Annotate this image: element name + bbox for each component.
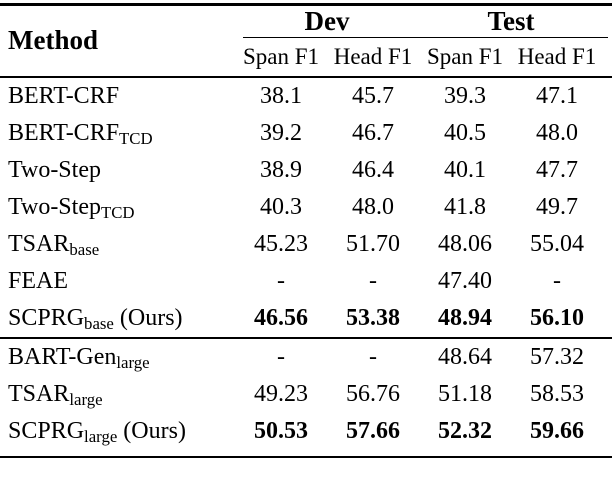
table-row: BART-Genlarge - - 48.64 57.32 bbox=[0, 339, 612, 376]
test-group-header: Test bbox=[487, 5, 535, 36]
test-span-f1-value: 52.32 bbox=[438, 417, 492, 444]
table-header: Method Dev Test Span F1 Head F1 Span F1 … bbox=[0, 6, 612, 76]
method-column-header: Method bbox=[8, 25, 98, 56]
dev-head-f1-value: 51.70 bbox=[346, 230, 400, 257]
dev-head-f1-value: 57.66 bbox=[346, 417, 400, 444]
method-text: FEAE bbox=[8, 267, 68, 294]
table-row: BERT-CRFTCD 39.2 46.7 40.5 48.0 bbox=[0, 115, 612, 152]
dev-head-f1-value: 46.7 bbox=[352, 119, 394, 146]
method-name: TSARlarge bbox=[0, 381, 235, 408]
bottom-rule bbox=[0, 455, 612, 458]
group-separator-rule bbox=[0, 336, 612, 339]
method-text: TSAR bbox=[8, 380, 70, 407]
dev-head-f1-value: 53.38 bbox=[346, 304, 400, 331]
dev-span-f1-value: 50.53 bbox=[254, 417, 308, 444]
method-subscript: base bbox=[84, 314, 114, 334]
method-name: BERT-CRFTCD bbox=[0, 120, 235, 147]
method-subscript: TCD bbox=[119, 129, 153, 149]
method-name: Two-Step bbox=[0, 157, 235, 184]
method-subscript: large bbox=[69, 389, 103, 409]
test-head-f1-value: 47.1 bbox=[536, 82, 578, 109]
dev-span-f1-value: 40.3 bbox=[260, 193, 302, 220]
dev-span-f1-header: Span F1 bbox=[242, 43, 320, 69]
test-span-f1-value: 41.8 bbox=[444, 193, 486, 220]
method-subscript: large bbox=[84, 426, 118, 446]
test-span-f1-value: 40.1 bbox=[444, 156, 486, 183]
test-head-f1-value: 59.66 bbox=[530, 417, 584, 444]
dev-span-f1-value: - bbox=[277, 267, 285, 294]
table-row: TSARbase 45.23 51.70 48.06 55.04 bbox=[0, 226, 612, 263]
test-span-f1-value: 47.40 bbox=[438, 267, 492, 294]
group-underline-rule bbox=[243, 36, 608, 38]
test-span-f1-value: 51.18 bbox=[438, 380, 492, 407]
method-name: BERT-CRF bbox=[0, 83, 235, 110]
method-name: Two-StepTCD bbox=[0, 194, 235, 221]
method-name: SCPRGbase (Ours) bbox=[0, 305, 235, 332]
test-span-f1-value: 48.06 bbox=[438, 230, 492, 257]
table-row: FEAE - - 47.40 - bbox=[0, 263, 612, 300]
test-head-f1-value: 57.32 bbox=[530, 343, 584, 370]
method-subscript: base bbox=[69, 240, 100, 260]
header-rule bbox=[0, 75, 612, 78]
test-head-f1-value: 56.10 bbox=[530, 304, 584, 331]
method-text: TSAR bbox=[8, 230, 70, 257]
method-subscript: large bbox=[116, 352, 150, 372]
top-rule bbox=[0, 3, 612, 6]
method-name: BART-Genlarge bbox=[0, 344, 235, 371]
test-head-f1-value: 58.53 bbox=[530, 380, 584, 407]
method-text: SCPRG bbox=[8, 304, 85, 331]
subheader-row: Span F1 Head F1 Span F1 Head F1 bbox=[235, 38, 612, 76]
dev-head-f1-value: - bbox=[369, 267, 377, 294]
dev-head-f1-value: - bbox=[369, 343, 377, 370]
group-header-row: Dev Test bbox=[235, 6, 612, 37]
column-groups: Dev Test Span F1 Head F1 Span F1 Head F1 bbox=[235, 6, 612, 76]
table-row-ours-large: SCPRGlarge (Ours) 50.53 57.66 52.32 59.6… bbox=[0, 413, 612, 450]
method-subscript: TCD bbox=[100, 203, 135, 223]
test-head-f1-value: 49.7 bbox=[536, 193, 578, 220]
test-head-f1-value: 48.0 bbox=[536, 119, 578, 146]
method-text: BERT-CRF bbox=[8, 119, 120, 146]
method-text: Two-Step bbox=[8, 193, 101, 220]
dev-span-f1-value: 49.23 bbox=[254, 380, 308, 407]
dev-group-header: Dev bbox=[304, 5, 350, 36]
method-text: BERT-CRF bbox=[8, 82, 120, 109]
dev-span-f1-value: 46.56 bbox=[254, 304, 308, 331]
table-row: TSARlarge 49.23 56.76 51.18 58.53 bbox=[0, 376, 612, 413]
dev-span-f1-value: 39.2 bbox=[260, 119, 302, 146]
method-text: SCPRG bbox=[8, 417, 85, 444]
table-row: Two-StepTCD 40.3 48.0 41.8 49.7 bbox=[0, 189, 612, 226]
method-text: Two-Step bbox=[8, 156, 101, 183]
method-suffix: (Ours) bbox=[117, 417, 186, 444]
method-name: FEAE bbox=[0, 268, 235, 295]
test-span-f1-value: 39.3 bbox=[444, 82, 486, 109]
test-span-f1-value: 48.94 bbox=[438, 304, 492, 331]
dev-span-f1-value: 38.1 bbox=[260, 82, 302, 109]
dev-head-f1-value: 45.7 bbox=[352, 82, 394, 109]
test-head-f1-value: 55.04 bbox=[530, 230, 584, 257]
dev-head-f1-value: 48.0 bbox=[352, 193, 394, 220]
test-span-f1-value: 40.5 bbox=[444, 119, 486, 146]
test-head-f1-value: 47.7 bbox=[536, 156, 578, 183]
dev-span-f1-value: 45.23 bbox=[254, 230, 308, 257]
dev-span-f1-value: - bbox=[277, 343, 285, 370]
method-text: BART-Gen bbox=[8, 343, 117, 370]
table-row: Two-Step 38.9 46.4 40.1 47.7 bbox=[0, 152, 612, 189]
test-head-f1-value: - bbox=[553, 267, 561, 294]
dev-span-f1-value: 38.9 bbox=[260, 156, 302, 183]
method-suffix: (Ours) bbox=[113, 304, 183, 331]
method-name: TSARbase bbox=[0, 231, 235, 258]
test-span-f1-value: 48.64 bbox=[438, 343, 492, 370]
test-head-f1-header: Head F1 bbox=[517, 43, 597, 69]
method-name: SCPRGlarge (Ours) bbox=[0, 418, 235, 445]
dev-head-f1-value: 56.76 bbox=[346, 380, 400, 407]
test-span-f1-header: Span F1 bbox=[426, 43, 504, 69]
dev-head-f1-header: Head F1 bbox=[333, 43, 413, 69]
dev-head-f1-value: 46.4 bbox=[352, 156, 394, 183]
table-row: BERT-CRF 38.1 45.7 39.3 47.1 bbox=[0, 78, 612, 115]
table-row-ours-base: SCPRGbase (Ours) 46.56 53.38 48.94 56.10 bbox=[0, 300, 612, 337]
